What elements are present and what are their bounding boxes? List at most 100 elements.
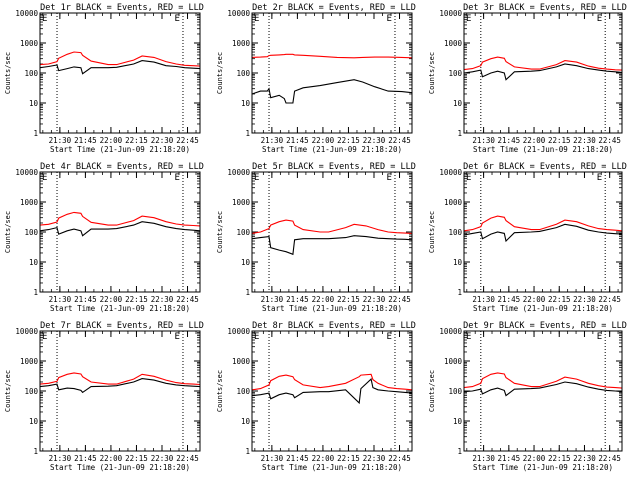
y-tick-label: 100 (448, 69, 462, 78)
x-tick-label: 21:45 (286, 136, 309, 145)
x-tick-label: 21:30 (472, 295, 495, 304)
y-tick-label: 1 (457, 288, 462, 297)
y-tick-label: 1000 (232, 198, 251, 207)
detector-panel-5: Det 5r BLACK = Events, RED = LLD Counts/s… (216, 162, 416, 313)
y-axis-label: Counts/sec (216, 211, 224, 253)
y-tick-label: 1000 (20, 39, 39, 48)
y-tick-label: 10000 (439, 168, 462, 177)
x-axis-label: Start Time (21-Jun-09 21:18:20) (473, 463, 613, 472)
legend-marker: E (386, 173, 391, 183)
y-axis-label: Counts/sec (428, 370, 436, 412)
panel-title: Det 5r BLACK = Events, RED = LLD (252, 162, 416, 172)
detector-panel-4: Det 4r BLACK = Events, RED = LLD Counts/s… (4, 162, 204, 313)
y-tick-label: 1 (245, 129, 250, 138)
y-tick-label: 100 (448, 228, 462, 237)
y-tick-label: 100 (24, 228, 38, 237)
x-tick-label: 21:45 (74, 454, 97, 463)
y-tick-label: 10000 (439, 327, 462, 336)
plot-frame (463, 330, 623, 452)
detector-panel-3: Det 3r BLACK = Events, RED = LLD Counts/s… (428, 3, 627, 154)
plot-frame (39, 330, 201, 452)
x-axis-label: Start Time (21-Jun-09 21:18:20) (50, 145, 190, 154)
y-tick-label: 100 (448, 387, 462, 396)
y-tick-label: 10 (453, 417, 463, 426)
series-line-events (463, 381, 623, 397)
panel-title: Det 9r BLACK = Events, RED = LLD (463, 321, 627, 331)
y-tick-label: 1000 (232, 39, 251, 48)
series-line-lld (463, 372, 623, 389)
legend-marker: E (42, 173, 47, 183)
x-tick-label: 22:15 (337, 454, 360, 463)
x-tick-label: 22:00 (100, 136, 123, 145)
series-line-events (39, 378, 201, 394)
x-tick-label: 22:30 (363, 136, 386, 145)
legend-marker: E (466, 14, 471, 24)
x-tick-label: 22:00 (523, 295, 546, 304)
y-tick-label: 100 (236, 69, 250, 78)
series-line-events (39, 221, 201, 237)
x-axis-label: Start Time (21-Jun-09 21:18:20) (262, 304, 402, 313)
y-axis-label: Counts/sec (4, 52, 12, 94)
y-tick-label: 10 (453, 258, 463, 267)
x-tick-label: 21:30 (472, 454, 495, 463)
legend-marker: E (597, 14, 602, 24)
x-tick-label: 22:15 (337, 295, 360, 304)
x-ticks: 21:30 21:45 22:00 22:15 22:30 22:45 (254, 13, 411, 145)
panel-title: Det 7r BLACK = Events, RED = LLD (40, 321, 204, 331)
x-tick-label: 22:30 (573, 136, 596, 145)
x-tick-label: 22:15 (548, 454, 571, 463)
legend-marker: E (597, 173, 602, 183)
y-tick-label: 100 (236, 228, 250, 237)
x-tick-label: 22:00 (312, 454, 335, 463)
plot-frame (463, 171, 623, 293)
y-axis-label: Counts/sec (428, 211, 436, 253)
x-tick-label: 22:30 (573, 295, 596, 304)
y-tick-label: 100 (24, 387, 38, 396)
panel-title: Det 4r BLACK = Events, RED = LLD (40, 162, 204, 172)
y-tick-label: 1 (245, 447, 250, 456)
x-tick-label: 22:15 (337, 136, 360, 145)
x-tick-label: 22:45 (176, 454, 199, 463)
y-tick-label: 10 (29, 99, 39, 108)
y-tick-label: 10000 (227, 9, 250, 18)
x-tick-label: 22:15 (125, 295, 148, 304)
x-ticks: 21:30 21:45 22:00 22:15 22:30 22:45 (466, 172, 621, 304)
legend-marker: E (254, 332, 259, 342)
plot-frame (39, 171, 201, 293)
legend-marker: E (42, 332, 47, 342)
y-tick-label: 1 (457, 129, 462, 138)
x-axis-label: Start Time (21-Jun-09 21:18:20) (50, 463, 190, 472)
y-tick-label: 1000 (444, 357, 463, 366)
panel-title: Det 8r BLACK = Events, RED = LLD (252, 321, 416, 331)
y-tick-label: 10 (29, 258, 39, 267)
detector-panel-6: Det 6r BLACK = Events, RED = LLD Counts/s… (428, 162, 627, 313)
panel-title: Det 2r BLACK = Events, RED = LLD (252, 3, 416, 13)
legend-marker: E (386, 332, 391, 342)
x-tick-label: 21:45 (498, 295, 521, 304)
detector-panel-7: Det 7r BLACK = Events, RED = LLD Counts/s… (4, 321, 204, 472)
plot-frame (251, 12, 413, 134)
detector-panel-8: Det 8r BLACK = Events, RED = LLD Counts/s… (216, 321, 416, 472)
legend-marker: E (254, 14, 259, 24)
y-axis-label: Counts/sec (428, 52, 436, 94)
series-line-events (463, 63, 623, 81)
y-ticks: 1 10 100 1000 10000 (439, 327, 622, 456)
x-tick-label: 21:45 (74, 136, 97, 145)
y-tick-label: 10 (29, 417, 39, 426)
series-line-lld (463, 215, 623, 232)
detector-panel-1: Det 1r BLACK = Events, RED = LLD Counts/s… (4, 3, 204, 154)
legend-marker: E (466, 332, 471, 342)
y-axis-label: Counts/sec (216, 52, 224, 94)
y-tick-label: 100 (24, 69, 38, 78)
legend-marker: E (174, 332, 179, 342)
y-tick-label: 1000 (444, 39, 463, 48)
x-tick-label: 22:30 (151, 454, 174, 463)
x-tick-label: 22:00 (100, 454, 123, 463)
y-ticks: 1 10 100 1000 10000 (15, 327, 200, 456)
legend-marker: E (597, 332, 602, 342)
x-tick-label: 21:30 (261, 136, 284, 145)
x-tick-label: 22:45 (598, 454, 621, 463)
series-line-lld (251, 373, 413, 391)
x-tick-label: 22:30 (363, 454, 386, 463)
